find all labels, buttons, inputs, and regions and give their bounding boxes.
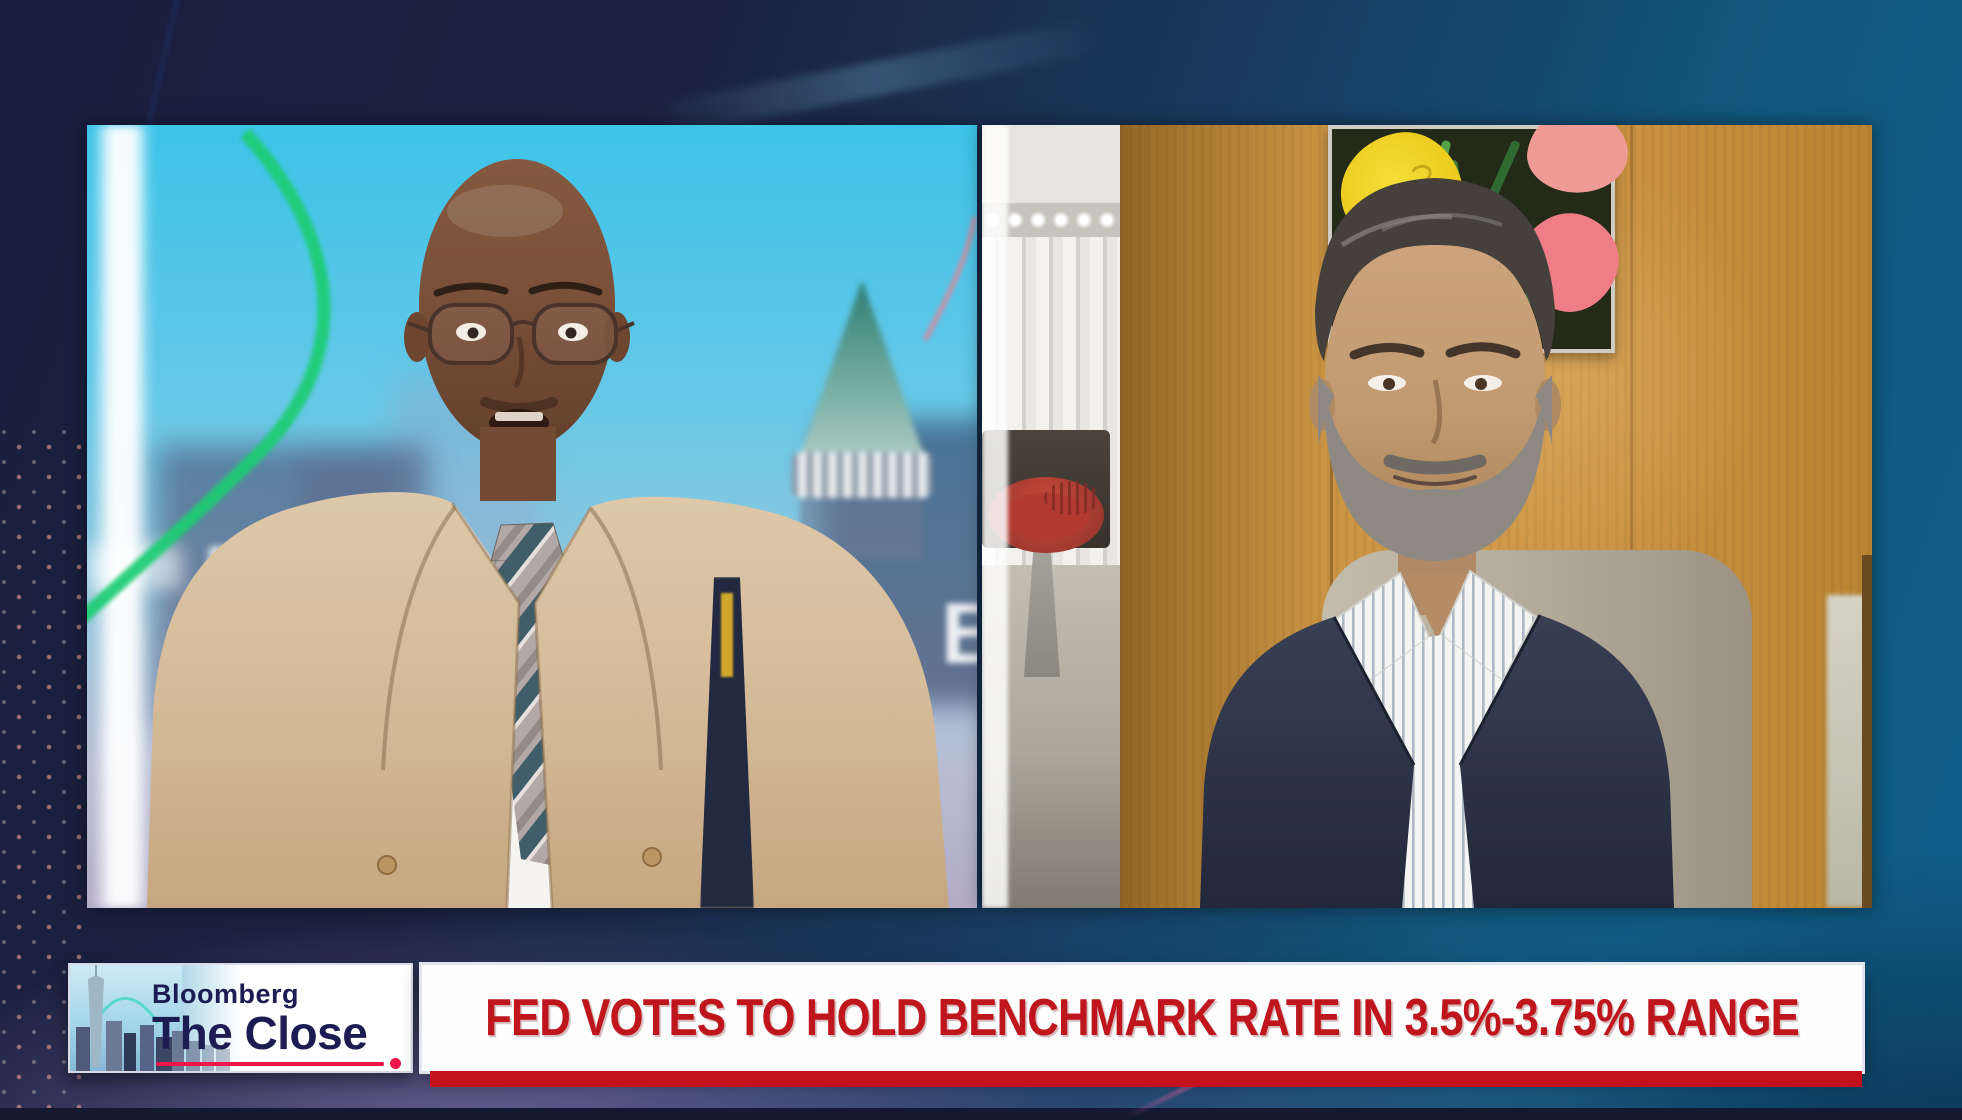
guest-nose bbox=[1430, 379, 1443, 445]
anchor-jacket-button bbox=[377, 855, 397, 875]
logo-skyline-graphic bbox=[70, 965, 240, 1071]
anchor-nose bbox=[512, 336, 525, 389]
anchor-teeth bbox=[495, 412, 543, 421]
anchor-jacket-left bbox=[147, 492, 519, 908]
left-video-panel-studio: B bbox=[87, 125, 977, 908]
guest-eyebrow bbox=[1445, 342, 1521, 359]
office-door-frame bbox=[1862, 555, 1872, 908]
anchor-pupil bbox=[467, 327, 479, 339]
green-curve-graphic bbox=[87, 128, 331, 623]
anchor-pupil bbox=[565, 327, 577, 339]
guest-lapel-edge bbox=[1332, 616, 1416, 766]
anchor-tie-knot bbox=[490, 522, 565, 562]
anchor-person bbox=[147, 159, 949, 908]
anchor-ear bbox=[404, 312, 430, 362]
office-wood-seam bbox=[1630, 125, 1633, 908]
guest-beard-chin bbox=[1375, 489, 1495, 561]
bloomberg-wall-letter: B bbox=[941, 586, 977, 682]
anchor-lapel-roll bbox=[381, 505, 457, 771]
lower-third-red-bar bbox=[430, 1071, 1862, 1087]
guest-mouth bbox=[1393, 475, 1477, 486]
studio-chair-yellow-accent bbox=[721, 593, 733, 677]
anchor-lapel-roll bbox=[589, 507, 663, 771]
window-sheer-curtain bbox=[982, 125, 1008, 908]
cone-tower-band bbox=[792, 452, 932, 498]
show-logo-box: Bloomberg The Close bbox=[68, 963, 413, 1073]
anchor-eyebrow bbox=[433, 282, 509, 297]
anchor-eyebrow bbox=[528, 281, 603, 296]
guest-chest-skin bbox=[1405, 573, 1469, 639]
guest-pupil bbox=[1383, 378, 1395, 390]
anchor-head bbox=[419, 159, 615, 451]
guest-hair-gray-streak bbox=[1381, 213, 1503, 232]
guest-blazer-left bbox=[1200, 617, 1414, 908]
logo-underline bbox=[156, 1062, 384, 1066]
anchor-mustache bbox=[480, 397, 558, 413]
anchor-neck bbox=[480, 427, 556, 501]
office-wood-seam bbox=[1330, 125, 1333, 908]
guest-face bbox=[1325, 230, 1545, 530]
office-window bbox=[982, 125, 1120, 908]
guest-blazer-right bbox=[1460, 615, 1674, 908]
anchor-jacket-button bbox=[642, 847, 662, 867]
guest-mustache bbox=[1383, 454, 1487, 475]
lower-third-headline-banner: FED VOTES TO HOLD BENCHMARK RATE IN 3.5%… bbox=[422, 965, 1862, 1071]
logo-underline-dot bbox=[390, 1058, 401, 1069]
pink-curve-graphic bbox=[922, 216, 977, 342]
show-name: The Close bbox=[152, 1007, 368, 1059]
guest-pupil bbox=[1475, 378, 1487, 390]
anchor-head-shine bbox=[447, 185, 563, 237]
network-name: Bloomberg bbox=[152, 979, 300, 1009]
right-video-panel-guest bbox=[982, 125, 1872, 908]
guest-lapel-edge bbox=[1458, 614, 1542, 766]
studio-white-light-stripe bbox=[93, 125, 151, 908]
anchor-glasses bbox=[407, 303, 635, 365]
guest-eyebrow bbox=[1349, 342, 1425, 360]
anchor-lapel-edge bbox=[450, 502, 521, 908]
show-logo-text: Bloomberg The Close bbox=[152, 979, 368, 1059]
anchor-lapel-edge bbox=[533, 506, 593, 908]
guest-person bbox=[1200, 178, 1674, 908]
red-platner-chair-lattice bbox=[1044, 481, 1100, 515]
studio-cone-tower-building bbox=[782, 280, 942, 560]
headline-text: FED VOTES TO HOLD BENCHMARK RATE IN 3.5%… bbox=[485, 989, 1800, 1047]
window-valance-lights bbox=[982, 209, 1120, 231]
